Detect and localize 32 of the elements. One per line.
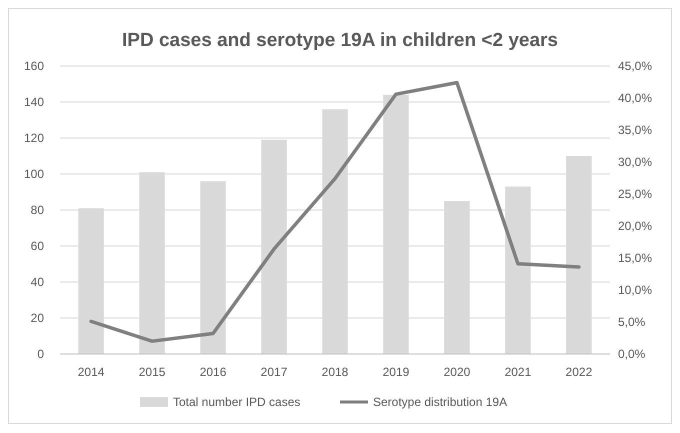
- y-tick-label: 60: [30, 239, 44, 254]
- x-tick-label: 2020: [444, 365, 471, 379]
- y-tick-label: 160: [24, 59, 44, 74]
- x-tick-label: 2017: [260, 365, 288, 379]
- y-tick-label: 80: [30, 203, 44, 218]
- y2-tick-label: 20,0%: [618, 219, 652, 234]
- x-tick-label: 2018: [322, 365, 349, 379]
- y2-tick-label: 45,0%: [618, 59, 652, 74]
- y-tick-label: 140: [24, 95, 44, 110]
- chart-title: IPD cases and serotype 19A in children <2 years: [122, 30, 558, 51]
- y2-tick-label: 0,0%: [618, 347, 646, 362]
- y2-tick-label: 35,0%: [618, 123, 652, 138]
- y-tick-label: 120: [24, 131, 44, 146]
- x-tick-label: 2021: [504, 365, 532, 379]
- legend-label: Serotype distribution 19A: [373, 395, 508, 410]
- x-tick-label: 2019: [382, 365, 410, 379]
- y2-tick-label: 25,0%: [618, 187, 652, 202]
- y2-tick-label: 5,0%: [618, 315, 646, 330]
- line-series: [89, 80, 581, 343]
- y2-tick-label: 40,0%: [618, 91, 652, 106]
- y2-tick-label: 15,0%: [618, 251, 652, 266]
- legend-label: Total number IPD cases: [173, 395, 300, 410]
- y-tick-label: 20: [30, 311, 44, 326]
- y2-tick-label: 10,0%: [618, 283, 652, 298]
- y-tick-label: 40: [30, 275, 44, 290]
- y-tick-label: 0: [37, 347, 44, 362]
- x-tick-label: 2015: [138, 365, 166, 379]
- x-tick-label: 2014: [78, 365, 105, 379]
- y2-tick-label: 30,0%: [618, 155, 652, 170]
- x-tick-label: 2016: [200, 365, 227, 379]
- y-tick-label: 100: [24, 167, 44, 182]
- x-tick-label: 2022: [566, 365, 593, 379]
